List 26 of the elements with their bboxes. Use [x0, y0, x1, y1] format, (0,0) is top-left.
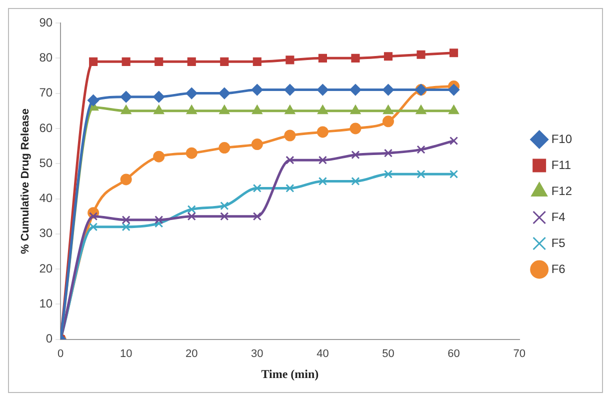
x-tick-label: 40	[316, 348, 329, 360]
y-axis-title: % Cumulative Drug Release	[20, 108, 32, 254]
legend-label: F12	[551, 184, 572, 198]
x-tick-label: 60	[448, 348, 460, 360]
y-tick-label: 30	[39, 226, 53, 240]
x-tick-label: 10	[120, 348, 132, 360]
y-tick-label: 70	[39, 86, 53, 100]
y-tick-label: 80	[39, 50, 53, 64]
y-tick-label: 50	[39, 156, 53, 170]
y-tick-label: 90	[39, 15, 53, 30]
y-tick-label: 40	[39, 191, 53, 206]
y-tick-label: 60	[39, 120, 53, 135]
x-tick-label: 70	[513, 348, 526, 360]
legend-label: F5	[551, 236, 566, 250]
x-tick-label: 30	[251, 348, 264, 360]
y-tick-label: 0	[46, 332, 53, 346]
legend-label: F11	[551, 158, 572, 172]
legend-label: F4	[551, 210, 566, 224]
x-tick-label: 20	[186, 348, 198, 360]
y-tick-label: 10	[39, 296, 53, 311]
x-tick-label: 50	[382, 348, 394, 360]
x-axis-title: Time (min)	[261, 366, 319, 381]
legend-label: F6	[551, 262, 566, 276]
x-tick-label: 0	[57, 348, 64, 360]
legend-label: F10	[551, 132, 572, 146]
y-tick-label: 20	[39, 261, 53, 276]
